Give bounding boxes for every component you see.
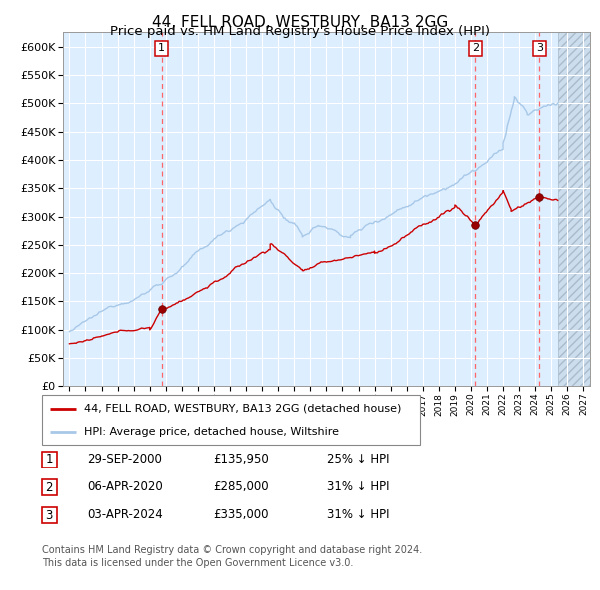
FancyBboxPatch shape	[42, 395, 420, 445]
Text: 2: 2	[46, 481, 53, 494]
Text: 1: 1	[158, 44, 165, 53]
Text: £135,950: £135,950	[213, 453, 269, 466]
Text: 1: 1	[46, 453, 53, 466]
Bar	[558, 32, 590, 386]
Text: 25% ↓ HPI: 25% ↓ HPI	[327, 453, 389, 466]
Text: 31% ↓ HPI: 31% ↓ HPI	[327, 480, 389, 493]
Text: Contains HM Land Registry data © Crown copyright and database right 2024.: Contains HM Land Registry data © Crown c…	[42, 545, 422, 555]
Text: 2: 2	[472, 44, 479, 53]
Text: This data is licensed under the Open Government Licence v3.0.: This data is licensed under the Open Gov…	[42, 558, 353, 568]
Text: 3: 3	[536, 44, 543, 53]
FancyBboxPatch shape	[41, 479, 57, 496]
Text: 06-APR-2020: 06-APR-2020	[87, 480, 163, 493]
FancyBboxPatch shape	[41, 452, 57, 467]
FancyBboxPatch shape	[41, 507, 57, 523]
Text: 31% ↓ HPI: 31% ↓ HPI	[327, 508, 389, 521]
Text: HPI: Average price, detached house, Wiltshire: HPI: Average price, detached house, Wilt…	[83, 427, 338, 437]
Text: 29-SEP-2000: 29-SEP-2000	[87, 453, 162, 466]
Text: £285,000: £285,000	[213, 480, 269, 493]
Text: Price paid vs. HM Land Registry's House Price Index (HPI): Price paid vs. HM Land Registry's House …	[110, 25, 490, 38]
Text: 3: 3	[46, 509, 53, 522]
Text: £335,000: £335,000	[213, 508, 269, 521]
Text: 44, FELL ROAD, WESTBURY, BA13 2GG (detached house): 44, FELL ROAD, WESTBURY, BA13 2GG (detac…	[83, 404, 401, 414]
Text: 03-APR-2024: 03-APR-2024	[87, 508, 163, 521]
Bar	[558, 32, 590, 386]
Text: 44, FELL ROAD, WESTBURY, BA13 2GG: 44, FELL ROAD, WESTBURY, BA13 2GG	[152, 15, 448, 30]
